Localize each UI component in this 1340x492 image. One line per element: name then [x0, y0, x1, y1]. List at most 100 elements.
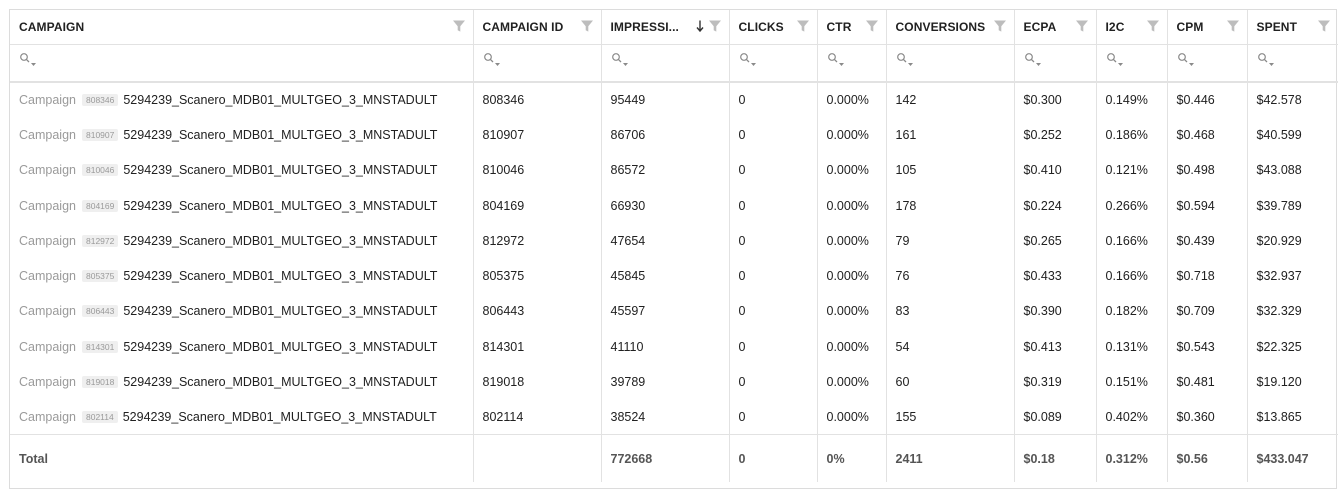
column-header-label: CAMPAIGN: [19, 20, 85, 35]
column-header-ecpa[interactable]: ECPA: [1014, 10, 1097, 45]
table-row[interactable]: Campaign 810907 5294239_Scanero_MDB01_MULT…: [10, 117, 1338, 153]
filter-cell-campaign-id: [473, 44, 602, 83]
search-filter-icon[interactable]: [739, 52, 759, 68]
cell-clicks: 0: [729, 223, 818, 259]
cell-ctr: 0.000%: [817, 117, 887, 153]
campaign-id-badge: 810907: [81, 128, 119, 141]
search-filter-icon[interactable]: [483, 52, 503, 68]
cell-campaign: Campaign 819018 5294239_Scanero_MDB01_MULT…: [10, 364, 474, 400]
search-filter-icon[interactable]: [1024, 52, 1044, 68]
column-header-ctr[interactable]: CTR: [817, 10, 887, 45]
total-spent: $433.047: [1247, 434, 1338, 482]
search-filter-icon[interactable]: [827, 52, 847, 68]
search-filter-icon[interactable]: [1257, 52, 1277, 68]
column-header-spent[interactable]: SPENT: [1247, 10, 1338, 45]
cell-cpm: $0.718: [1167, 258, 1248, 294]
total-conversions: 2411: [886, 434, 1015, 482]
column-header-impressions[interactable]: IMPRESSI...: [601, 10, 730, 45]
search-filter-icon[interactable]: [1177, 52, 1197, 68]
cell-conversions: 155: [886, 399, 1015, 435]
cell-ecpa: $0.265: [1014, 223, 1097, 259]
campaign-id-badge: 808346: [81, 94, 119, 107]
cell-campaign: Campaign 805375 5294239_Scanero_MDB01_MULT…: [10, 258, 474, 294]
cell-campaign: Campaign 812972 5294239_Scanero_MDB01_MULT…: [10, 223, 474, 259]
filter-cell-ecpa: [1014, 44, 1097, 83]
cell-impressions: 95449: [601, 82, 730, 118]
column-header-conversions[interactable]: CONVERSIONS: [886, 10, 1015, 45]
table-row[interactable]: Campaign 808346 5294239_Scanero_MDB01_MULT…: [10, 82, 1338, 118]
filter-cell-clicks: [729, 44, 818, 83]
column-header-campaign[interactable]: CAMPAIGN: [10, 10, 474, 45]
filter-funnel-icon[interactable]: [1075, 19, 1089, 33]
cell-cpm: $0.498: [1167, 152, 1248, 188]
filter-funnel-icon[interactable]: [796, 19, 810, 33]
column-header-label: ECPA: [1023, 20, 1057, 35]
cell-conversions: 142: [886, 82, 1015, 118]
cell-campaign-id: 810046: [473, 152, 602, 188]
cell-clicks: 0: [729, 152, 818, 188]
cell-i2c: 0.266%: [1096, 187, 1168, 224]
search-filter-icon[interactable]: [19, 52, 39, 68]
header-tools: [1317, 19, 1331, 33]
cell-ctr: 0.000%: [817, 329, 887, 365]
total-clicks: 0: [729, 434, 818, 482]
cell-ecpa: $0.089: [1014, 399, 1097, 435]
sort-descending-icon[interactable]: [695, 19, 705, 33]
cell-campaign-id: 810907: [473, 117, 602, 153]
table-row[interactable]: Campaign 812972 5294239_Scanero_MDB01_MULT…: [10, 223, 1338, 259]
cell-clicks: 0: [729, 187, 818, 224]
cell-campaign: Campaign 810046 5294239_Scanero_MDB01_MULT…: [10, 152, 474, 188]
filter-funnel-icon[interactable]: [1226, 19, 1240, 33]
table-row[interactable]: Campaign 814301 5294239_Scanero_MDB01_MULT…: [10, 329, 1338, 365]
search-filter-icon[interactable]: [611, 52, 631, 68]
campaign-id-badge: 805375: [81, 270, 119, 283]
search-filter-icon[interactable]: [1106, 52, 1126, 68]
table-row[interactable]: Campaign 804169 5294239_Scanero_MDB01_MULT…: [10, 187, 1338, 224]
filter-funnel-icon[interactable]: [708, 19, 722, 33]
filter-funnel-icon[interactable]: [1317, 19, 1331, 33]
cell-ecpa: $0.390: [1014, 293, 1097, 330]
cell-spent: $20.929: [1256, 233, 1302, 248]
cell-conversions: 76: [886, 258, 1015, 294]
filter-cell-conversions: [886, 44, 1015, 83]
filter-funnel-icon[interactable]: [452, 19, 466, 33]
column-header-campaign-id[interactable]: CAMPAIGN ID: [473, 10, 602, 45]
table-row[interactable]: Campaign 805375 5294239_Scanero_MDB01_MULT…: [10, 258, 1338, 294]
cell-impressions: 66930: [601, 187, 730, 224]
cell-clicks: 0: [729, 117, 818, 153]
cell-campaign-id: 819018: [473, 364, 602, 400]
campaign-id-badge: 814301: [81, 340, 119, 353]
cell-spent: $43.088: [1256, 163, 1302, 178]
cell-campaign-id: 808346: [473, 82, 602, 118]
cell-cpm: $0.360: [1167, 399, 1248, 435]
campaign-id-badge: 819018: [81, 376, 119, 389]
campaign-name: 5294239_Scanero_MDB01_MULTGEO_3_MNSTADUL…: [123, 233, 438, 248]
cell-clicks: 0: [729, 258, 818, 294]
cell-spent: $13.865: [1256, 410, 1302, 425]
campaign-id-badge: 804169: [81, 199, 119, 212]
table-row[interactable]: Campaign 819018 5294239_Scanero_MDB01_MULT…: [10, 364, 1338, 400]
cell-clicks: 0: [729, 329, 818, 365]
total-impressions: 772668: [601, 434, 730, 482]
total-i2c: 0.312%: [1096, 434, 1168, 482]
cell-cpm: $0.543: [1167, 329, 1248, 365]
column-header-i2c[interactable]: I2C: [1096, 10, 1168, 45]
search-filter-icon[interactable]: [896, 52, 916, 68]
campaign-report-grid: CAMPAIGN CAMPAIGN ID IMPRESSI... CLICKS CTR C…: [9, 9, 1338, 489]
filter-funnel-icon[interactable]: [865, 19, 879, 33]
column-header-label: I2C: [1105, 20, 1125, 35]
table-row[interactable]: Campaign 806443 5294239_Scanero_MDB01_MULT…: [10, 293, 1338, 330]
column-header-cpm[interactable]: CPM: [1167, 10, 1248, 45]
column-header-clicks[interactable]: CLICKS: [729, 10, 818, 45]
header-row: CAMPAIGN CAMPAIGN ID IMPRESSI... CLICKS CTR C…: [10, 10, 1338, 45]
filter-funnel-icon[interactable]: [1146, 19, 1160, 33]
cell-impressions: 86572: [601, 152, 730, 188]
header-tools: [1146, 19, 1160, 33]
cell-ctr: 0.000%: [817, 187, 887, 224]
cell-cpm: $0.594: [1167, 187, 1248, 224]
table-row[interactable]: Campaign 802114 5294239_Scanero_MDB01_MULT…: [10, 399, 1338, 435]
header-tools: [1226, 19, 1240, 33]
table-row[interactable]: Campaign 810046 5294239_Scanero_MDB01_MULT…: [10, 152, 1338, 188]
filter-funnel-icon[interactable]: [993, 19, 1007, 33]
filter-funnel-icon[interactable]: [580, 19, 594, 33]
